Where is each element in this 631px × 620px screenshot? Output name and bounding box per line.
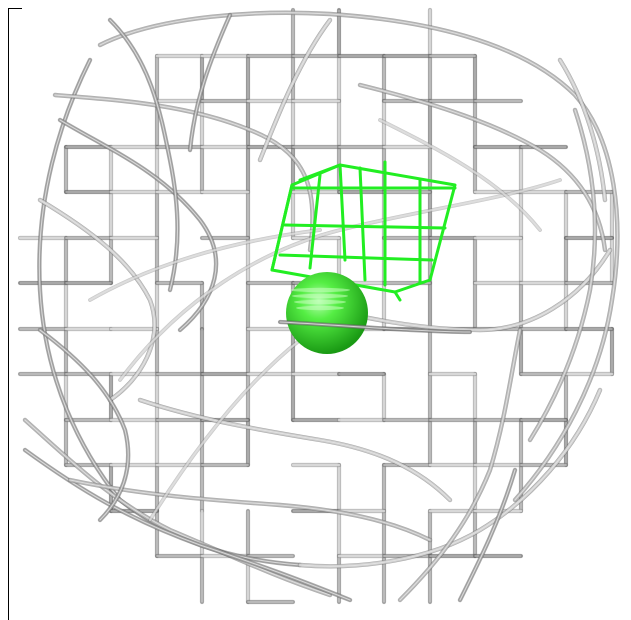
- contour-curve-highlight: [109, 19, 179, 291]
- selection-box-edge: [308, 173, 322, 270]
- contour-curve-shadow: [52, 92, 315, 253]
- contour-curve-highlight: [59, 119, 217, 331]
- contour-curve-highlight: [299, 389, 601, 567]
- contour-curve-highlight: [139, 399, 451, 501]
- contour-curve: [23, 448, 352, 602]
- contour-curve-shadow: [357, 82, 608, 253]
- contour-curve: [38, 198, 156, 402]
- sphere-specular-band: [292, 293, 348, 299]
- viewport-border-left: [8, 8, 9, 620]
- contour-curve-faint-highlight: [379, 119, 541, 231]
- isosurface-contour-curves: [22, 10, 620, 603]
- contour-curve: [358, 83, 607, 252]
- selection-box-edge: [393, 290, 402, 302]
- contour-curve-faint-highlight: [149, 339, 301, 521]
- contour-curve-highlight: [529, 109, 596, 441]
- contour-curve: [58, 118, 218, 332]
- sphere-specular-band: [290, 287, 350, 293]
- contour-curve-highlight: [39, 329, 129, 521]
- contour-curve-shadow: [187, 12, 233, 153]
- contour-curve-faint-shadow: [148, 338, 302, 522]
- selection-box-edge: [338, 163, 347, 262]
- contour-curve-highlight: [399, 329, 521, 601]
- contour-curve: [53, 93, 315, 252]
- contour-curve-faint-highlight: [89, 229, 321, 301]
- selection-box-edge: [270, 183, 294, 272]
- selection-box-edge: [358, 166, 367, 282]
- sphere-specular-band: [296, 305, 344, 311]
- contour-curve-highlight: [459, 469, 516, 601]
- contour-curve-shadow: [57, 117, 219, 333]
- contour-curve-highlight: [259, 19, 331, 161]
- contour-curve-highlight: [559, 59, 606, 201]
- contour-curve-faint-highlight: [119, 179, 561, 381]
- front-strut-highlight: [279, 321, 471, 333]
- contour-curve-highlight: [99, 12, 618, 501]
- selection-box-edge: [298, 163, 342, 182]
- contour-curve: [188, 13, 232, 152]
- atom-sphere[interactable]: [277, 272, 473, 354]
- atom-sphere-body[interactable]: [286, 272, 368, 354]
- selection-box-edge: [283, 223, 447, 230]
- contour-curve-faint: [148, 338, 302, 522]
- contour-curve-shadow: [22, 447, 353, 603]
- selection-box-edge: [278, 253, 434, 262]
- contour-curve-highlight: [39, 199, 155, 401]
- contour-curve-highlight: [24, 419, 331, 596]
- contour-curve-highlight: [69, 479, 431, 541]
- contour-curve-highlight: [24, 449, 351, 601]
- contour-curve-highlight: [359, 84, 606, 251]
- selection-box: [270, 160, 457, 302]
- viewport-border-top: [8, 8, 22, 9]
- contour-curve-shadow: [37, 197, 157, 403]
- sphere-specular-band: [294, 299, 346, 305]
- contour-curve-highlight: [189, 14, 231, 151]
- contour-curve-highlight: [54, 94, 314, 251]
